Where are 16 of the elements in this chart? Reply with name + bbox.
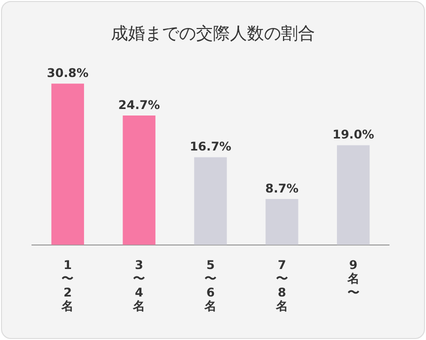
bar [51, 84, 84, 245]
bar [122, 115, 156, 245]
x-tick-label: 1〜2名 [60, 258, 74, 314]
x-tick-label: 9名〜 [346, 258, 360, 300]
bar [266, 199, 298, 245]
data-label: 24.7% [118, 98, 160, 112]
bar [194, 157, 227, 245]
bar [336, 145, 370, 245]
data-label: 30.8% [46, 66, 89, 80]
data-label: 16.7% [190, 140, 232, 154]
data-label: 19.0% [332, 128, 374, 142]
x-tick-label: 5〜6名 [204, 258, 216, 314]
data-label: 8.7% [265, 181, 299, 196]
chart-title: 成婚までの交際人数の割合 [110, 23, 316, 45]
x-tick-label: 3〜4名 [132, 258, 146, 314]
x-tick-label: 7〜8名 [274, 258, 288, 314]
